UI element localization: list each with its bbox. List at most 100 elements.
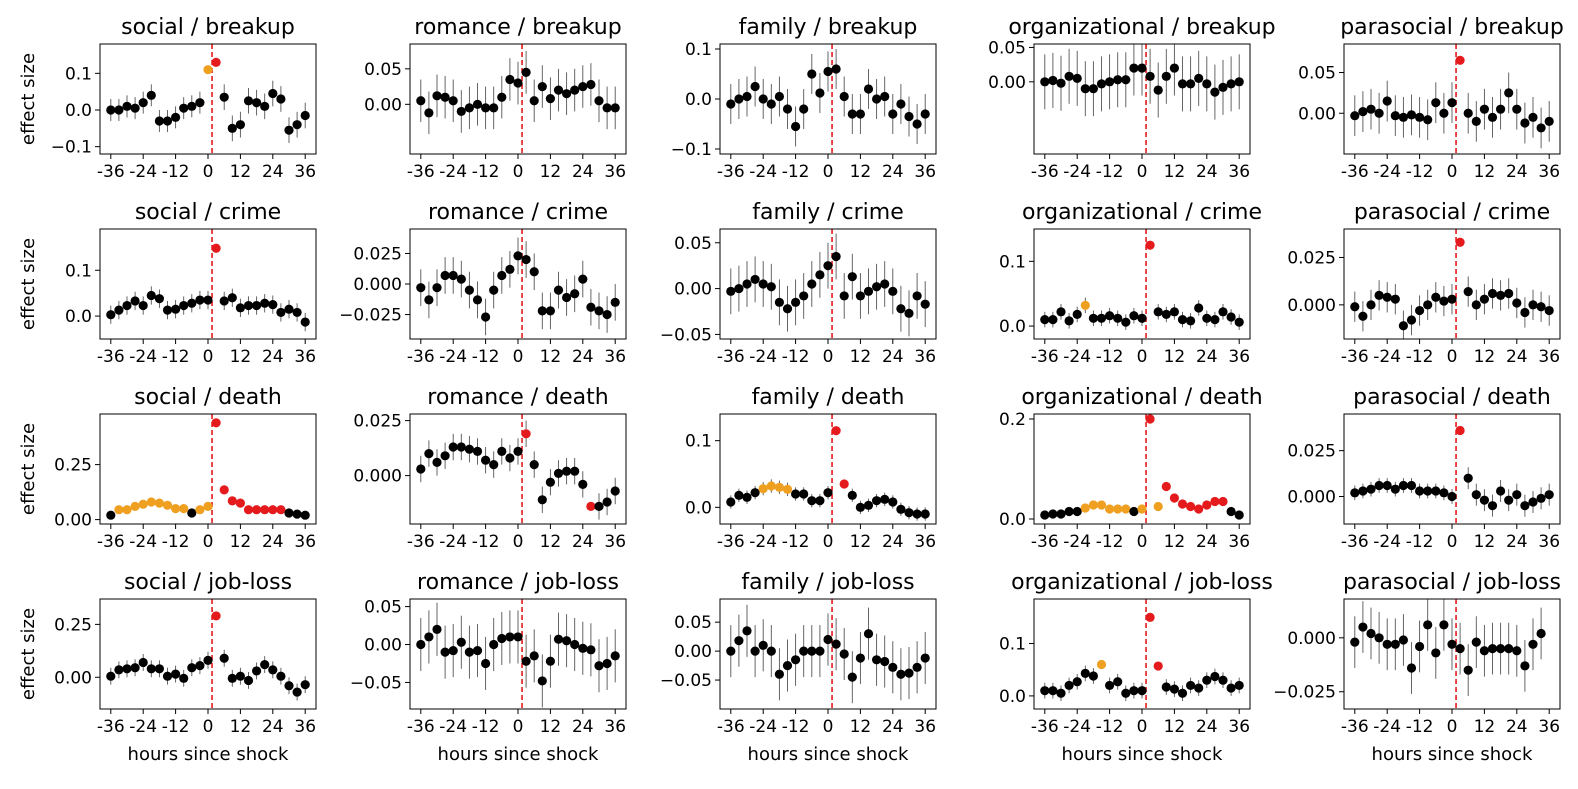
data-point (610, 486, 620, 496)
data-point (774, 91, 785, 102)
x-tick-label: -36 (1341, 717, 1369, 737)
x-tick-label: 36 (914, 162, 936, 182)
data-point (464, 647, 474, 657)
subplot-title: parasocial / breakup (1340, 15, 1564, 40)
data-point (562, 466, 572, 476)
data-point (424, 108, 434, 118)
data-point (602, 497, 612, 507)
data-point (1137, 63, 1147, 73)
data-point (1374, 108, 1384, 118)
data-point (1463, 665, 1473, 675)
data-point (1072, 73, 1082, 83)
data-point (888, 497, 898, 507)
data-point (774, 669, 785, 679)
data-point (203, 295, 213, 305)
data-point (1471, 300, 1481, 310)
data-point (1487, 288, 1498, 299)
data-point (1210, 87, 1220, 97)
x-tick-label: 36 (1538, 717, 1560, 737)
data-point (130, 296, 140, 306)
data-point (179, 673, 189, 683)
x-tick-label: -24 (1373, 532, 1401, 552)
y-tick-label: 0.05 (988, 38, 1026, 58)
data-point (513, 251, 523, 261)
data-point (815, 88, 825, 98)
x-tick-label: 0 (1137, 347, 1148, 367)
y-axis-label: effect size (18, 608, 39, 700)
data-point (146, 290, 156, 301)
data-point (211, 243, 221, 253)
data-point (106, 671, 116, 681)
data-point (1390, 639, 1400, 649)
data-point (815, 270, 825, 280)
data-point (1234, 680, 1244, 691)
data-point (1194, 683, 1204, 693)
y-tick-label: 0.00 (674, 642, 712, 662)
x-tick-label: -36 (97, 347, 125, 367)
x-axis-label: hours since shock (438, 744, 600, 765)
data-point (863, 500, 874, 510)
data-point (1145, 612, 1155, 622)
data-point (782, 104, 793, 114)
x-tick-label: -24 (1373, 347, 1401, 367)
x-tick-label: 24 (572, 532, 594, 552)
data-point (154, 664, 164, 674)
x-tick-label: 12 (1164, 717, 1186, 737)
y-tick-label: 0.05 (364, 60, 402, 80)
x-tick-label: 0 (203, 347, 214, 367)
data-point (758, 484, 768, 494)
y-tick-label: 0.0 (685, 90, 712, 110)
x-tick-label: -36 (1031, 532, 1059, 552)
x-tick-label: 36 (914, 532, 936, 552)
data-point (1153, 661, 1163, 671)
data-point (1072, 506, 1082, 517)
subplot-title: romance / breakup (414, 15, 621, 40)
data-point (863, 286, 874, 296)
data-point (268, 88, 278, 99)
x-tick-label: -36 (97, 717, 125, 737)
data-point (1455, 237, 1465, 247)
data-point (448, 96, 458, 106)
data-point (855, 653, 866, 663)
data-point (162, 116, 173, 126)
data-point (1479, 294, 1489, 304)
x-tick-label: 12 (1474, 162, 1496, 182)
data-point (1161, 71, 1171, 81)
data-point (594, 96, 604, 106)
x-tick-label: -24 (1373, 162, 1401, 182)
subplot: organizational / crime 0.0 0.1 -36 -24 -12 0 12… (999, 200, 1262, 367)
data-point (831, 251, 841, 262)
data-point (1056, 307, 1066, 317)
data-point (114, 105, 124, 115)
data-point (742, 279, 752, 289)
data-point (1153, 307, 1163, 317)
data-point (880, 91, 890, 102)
data-point (513, 446, 523, 456)
data-point (114, 305, 124, 315)
data-point (1455, 644, 1465, 654)
data-point (872, 282, 882, 292)
x-tick-label: -12 (472, 162, 500, 182)
subplot-title: parasocial / crime (1354, 200, 1550, 225)
x-tick-label: 0 (823, 347, 834, 367)
data-point (610, 651, 620, 661)
x-tick-label: 36 (294, 532, 316, 552)
data-point (276, 307, 286, 318)
data-point (1226, 312, 1236, 322)
x-tick-label: 36 (1228, 532, 1250, 552)
subplot-title: organizational / job-loss (1011, 570, 1273, 595)
data-point (766, 282, 776, 292)
data-point (448, 270, 458, 281)
data-point (1406, 315, 1417, 325)
data-point (203, 655, 213, 665)
x-tick-label: -36 (407, 532, 435, 552)
data-point (1382, 292, 1392, 302)
data-point (529, 267, 539, 277)
data-point (553, 468, 564, 478)
data-point (456, 106, 466, 117)
data-point (448, 645, 458, 656)
data-point (1415, 305, 1425, 316)
data-point (782, 660, 793, 671)
data-point (920, 109, 930, 119)
